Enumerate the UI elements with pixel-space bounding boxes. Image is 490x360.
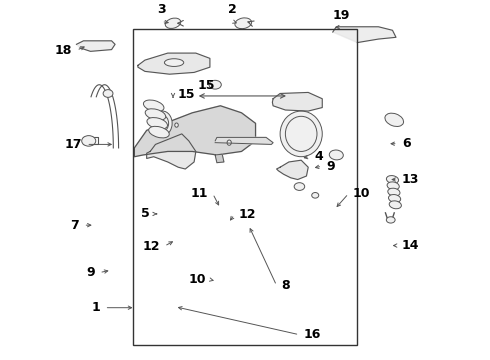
- Ellipse shape: [148, 126, 169, 138]
- Text: 2: 2: [228, 3, 237, 16]
- Ellipse shape: [147, 118, 168, 129]
- Text: 9: 9: [326, 160, 335, 173]
- Ellipse shape: [329, 150, 343, 160]
- Ellipse shape: [156, 116, 169, 131]
- Bar: [133, 28, 357, 345]
- Text: 12: 12: [143, 240, 160, 253]
- Ellipse shape: [387, 182, 399, 190]
- Ellipse shape: [227, 140, 231, 145]
- Text: 15: 15: [197, 80, 215, 93]
- Text: 9: 9: [86, 266, 95, 279]
- Text: 19: 19: [333, 9, 350, 22]
- Polygon shape: [138, 53, 210, 74]
- Ellipse shape: [144, 100, 164, 112]
- Ellipse shape: [389, 194, 401, 202]
- Text: 1: 1: [92, 301, 100, 314]
- Ellipse shape: [386, 217, 395, 223]
- Ellipse shape: [235, 18, 251, 29]
- Polygon shape: [147, 134, 196, 169]
- Text: 16: 16: [304, 328, 321, 341]
- Text: 12: 12: [239, 208, 256, 221]
- Text: 5: 5: [141, 207, 149, 220]
- Text: 13: 13: [402, 173, 419, 186]
- Ellipse shape: [387, 176, 398, 184]
- Ellipse shape: [165, 18, 181, 28]
- Text: 15: 15: [177, 88, 195, 101]
- Polygon shape: [272, 93, 322, 111]
- Ellipse shape: [103, 90, 113, 97]
- Ellipse shape: [165, 59, 184, 67]
- Ellipse shape: [285, 116, 317, 152]
- Polygon shape: [134, 106, 255, 157]
- Ellipse shape: [175, 123, 178, 127]
- Text: 6: 6: [402, 137, 411, 150]
- Text: 18: 18: [55, 44, 72, 57]
- Text: 17: 17: [65, 138, 82, 151]
- Polygon shape: [276, 160, 308, 180]
- Ellipse shape: [388, 188, 400, 196]
- Polygon shape: [215, 138, 273, 144]
- Text: 11: 11: [191, 187, 208, 200]
- Ellipse shape: [145, 109, 166, 120]
- Ellipse shape: [385, 113, 404, 126]
- Text: 8: 8: [281, 279, 290, 292]
- Text: 14: 14: [402, 239, 419, 252]
- Text: 7: 7: [71, 219, 79, 232]
- Polygon shape: [76, 41, 115, 51]
- Ellipse shape: [389, 201, 401, 209]
- Text: 10: 10: [188, 273, 206, 286]
- Ellipse shape: [209, 80, 221, 89]
- Ellipse shape: [82, 136, 96, 146]
- Text: 10: 10: [353, 187, 370, 200]
- Ellipse shape: [280, 111, 322, 157]
- Ellipse shape: [153, 111, 172, 136]
- Text: 3: 3: [157, 3, 166, 16]
- Ellipse shape: [312, 193, 318, 198]
- Ellipse shape: [294, 183, 305, 190]
- Polygon shape: [333, 27, 396, 42]
- Polygon shape: [215, 154, 224, 163]
- Text: 4: 4: [314, 150, 323, 163]
